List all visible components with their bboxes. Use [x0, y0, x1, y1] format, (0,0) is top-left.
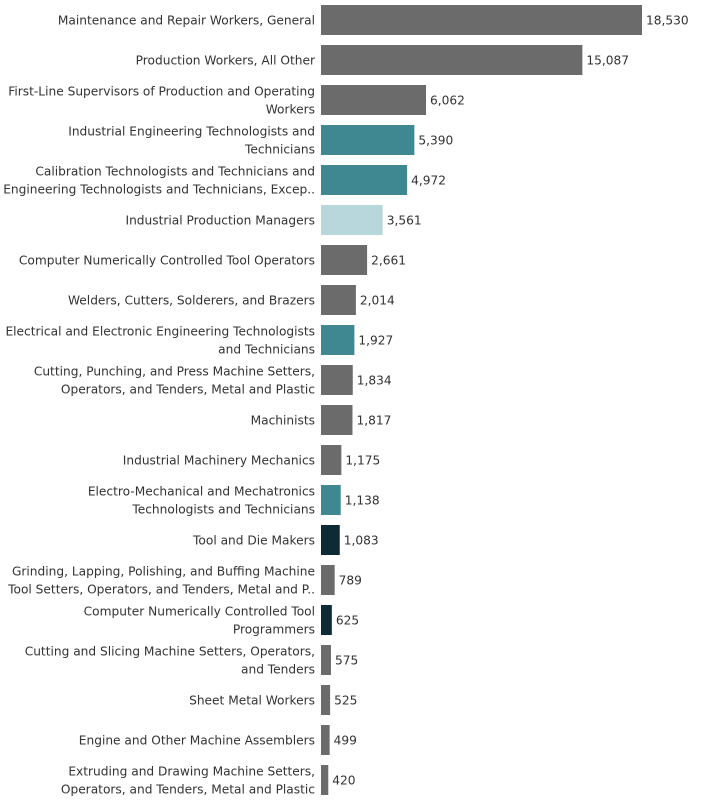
value-label-8: 1,927 [358, 334, 393, 348]
value-label-10: 1,817 [356, 414, 391, 428]
bar-7 [321, 285, 356, 315]
bar-15 [321, 605, 332, 635]
value-label-13: 1,083 [344, 534, 379, 548]
bar-2 [321, 85, 427, 115]
category-label-13: Tool and Die Makers [192, 534, 315, 548]
bar-19 [321, 765, 329, 795]
category-label-19: Extruding and Drawing Machine Setters, Op… [61, 765, 315, 797]
value-label-18: 499 [334, 734, 357, 748]
category-label-17: Sheet Metal Workers [189, 694, 315, 708]
bar-14 [321, 565, 335, 595]
category-label-6: Computer Numerically Controlled Tool Ope… [19, 254, 315, 268]
value-label-6: 2,661 [371, 254, 406, 268]
category-label-12: Electro-Mechanical and Mechatronics Techn… [88, 485, 315, 517]
value-label-7: 2,014 [360, 294, 395, 308]
category-label-11: Industrial Machinery Mechanics [123, 454, 315, 468]
bar-18 [321, 725, 330, 755]
bar-3 [321, 125, 415, 155]
value-label-12: 1,138 [345, 494, 380, 508]
bar-17 [321, 685, 331, 715]
value-label-9: 1,834 [357, 374, 392, 388]
bar-13 [321, 525, 340, 555]
bar-12 [321, 485, 341, 515]
category-label-4: Calibration Technologists and Technician… [3, 165, 315, 197]
value-label-3: 5,390 [418, 134, 453, 148]
category-label-16: Cutting and Slicing Machine Setters, Ope… [25, 645, 315, 677]
value-label-0: 18,530 [646, 14, 689, 28]
value-label-5: 3,561 [387, 214, 422, 228]
value-label-2: 6,062 [430, 94, 465, 108]
bar-16 [321, 645, 331, 675]
bar-4 [321, 165, 408, 195]
category-label-9: Cutting, Punching, and Press Machine Set… [34, 365, 315, 397]
category-label-5: Industrial Production Managers [125, 214, 315, 228]
category-label-15: Computer Numerically Controlled Tool Prog… [84, 605, 315, 637]
category-label-1: Production Workers, All Other [136, 54, 316, 68]
value-label-1: 15,087 [586, 54, 629, 68]
value-label-11: 1,175 [345, 454, 380, 468]
bar-11 [321, 445, 342, 475]
category-label-7: Welders, Cutters, Solderers, and Brazers [68, 294, 315, 308]
value-label-14: 789 [339, 574, 362, 588]
bar-9 [321, 365, 353, 395]
bar-1 [321, 45, 583, 75]
category-label-18: Engine and Other Machine Assemblers [79, 734, 315, 748]
category-label-8: Electrical and Electronic Engineering Te… [5, 325, 315, 357]
value-label-16: 575 [335, 654, 358, 668]
value-label-19: 420 [332, 774, 355, 788]
value-label-15: 625 [336, 614, 359, 628]
value-label-17: 525 [334, 694, 357, 708]
bar-0 [321, 5, 642, 35]
category-label-10: Machinists [251, 414, 315, 428]
category-label-2: First-Line Supervisors of Production and… [8, 85, 315, 117]
category-label-3: Industrial Engineering Technologists and… [68, 125, 315, 157]
bar-8 [321, 325, 355, 355]
category-label-0: Maintenance and Repair Workers, General [58, 14, 315, 28]
bar-6 [321, 245, 368, 275]
bar-5 [321, 205, 383, 235]
value-label-4: 4,972 [411, 174, 446, 188]
category-label-14: Grinding, Lapping, Polishing, and Buffin… [7, 565, 315, 597]
bar-10 [321, 405, 353, 435]
